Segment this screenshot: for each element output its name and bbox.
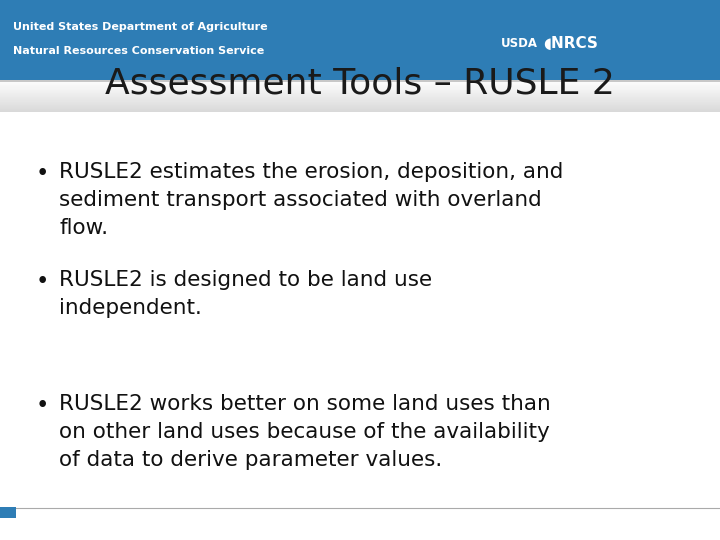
Bar xyxy=(0,80,720,81)
Bar xyxy=(0,97,720,98)
Bar xyxy=(0,99,720,100)
Bar xyxy=(0,106,720,107)
Text: USDA: USDA xyxy=(500,37,537,50)
Bar xyxy=(0,83,720,84)
Bar xyxy=(0,100,720,102)
Bar xyxy=(0,104,720,105)
Bar xyxy=(0,98,720,99)
Bar xyxy=(0,107,720,108)
Bar xyxy=(0,87,720,89)
Bar xyxy=(0,108,720,109)
Text: ◖NRCS: ◖NRCS xyxy=(544,37,598,51)
Bar xyxy=(0,81,720,82)
Bar xyxy=(0,91,720,92)
Text: RUSLE2 is designed to be land use
independent.: RUSLE2 is designed to be land use indepe… xyxy=(59,270,432,318)
Text: •: • xyxy=(36,270,50,293)
Bar xyxy=(0,0,720,80)
Bar xyxy=(0,80,720,82)
Text: RUSLE2 estimates the erosion, deposition, and
sediment transport associated with: RUSLE2 estimates the erosion, deposition… xyxy=(59,162,564,238)
Bar xyxy=(0,86,720,87)
Bar xyxy=(0,92,720,93)
Bar xyxy=(0,109,720,110)
Bar xyxy=(0,102,720,103)
Text: Natural Resources Conservation Service: Natural Resources Conservation Service xyxy=(13,46,264,56)
Text: Assessment Tools – RUSLE 2: Assessment Tools – RUSLE 2 xyxy=(105,67,615,100)
Bar xyxy=(0,96,720,97)
Bar xyxy=(0,94,720,95)
Text: •: • xyxy=(36,162,50,185)
Bar xyxy=(0,105,720,106)
Bar xyxy=(0,95,720,96)
Text: •: • xyxy=(36,394,50,417)
Bar xyxy=(0,80,720,540)
Text: United States Department of Agriculture: United States Department of Agriculture xyxy=(13,22,268,32)
Bar xyxy=(0,103,720,104)
Bar xyxy=(0,82,720,83)
Text: RUSLE2 works better on some land uses than
on other land uses because of the ava: RUSLE2 works better on some land uses th… xyxy=(59,394,551,470)
Bar xyxy=(0,507,16,518)
Bar xyxy=(0,90,720,91)
Bar xyxy=(0,84,720,85)
Bar xyxy=(0,93,720,94)
Bar xyxy=(0,85,720,86)
Bar xyxy=(0,111,720,112)
Bar xyxy=(0,110,720,111)
Bar xyxy=(0,89,720,90)
